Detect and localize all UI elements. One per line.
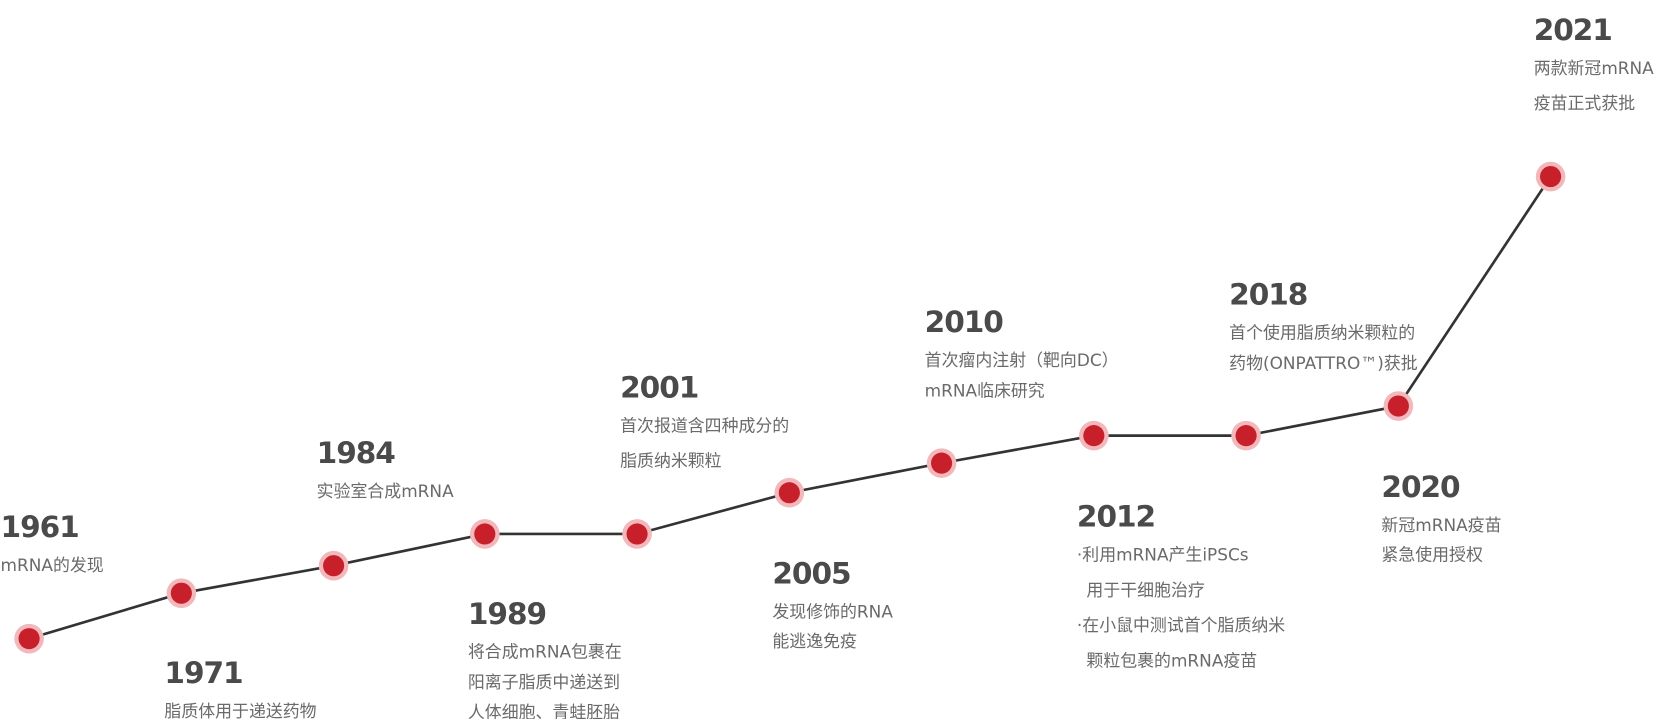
event-text: ·在小鼠中测试首个脂质纳米	[1077, 615, 1285, 635]
event-text: 紧急使用授权	[1381, 544, 1483, 564]
event-text: 人体细胞、青蛙胚胎	[468, 702, 620, 719]
dot	[474, 523, 496, 545]
event-text: 首个使用脂质纳米颗粒的	[1229, 322, 1415, 342]
event-year: 2020	[1381, 470, 1460, 504]
dot	[778, 482, 800, 504]
event-year: 1961	[1, 510, 79, 544]
dot	[1540, 166, 1562, 188]
event-year: 1971	[164, 656, 242, 690]
event-year: 1984	[317, 436, 396, 470]
dot	[626, 523, 648, 545]
event-text: 用于干细胞治疗	[1086, 580, 1204, 600]
event-text: 实验室合成mRNA	[317, 481, 454, 501]
dot	[323, 555, 345, 577]
event-text: ·利用mRNA产生iPSCs	[1077, 544, 1249, 564]
event-text: 新冠mRNA疫苗	[1381, 515, 1501, 535]
event-year: 2021	[1534, 13, 1612, 47]
event-year: 2012	[1077, 500, 1155, 534]
event-year: 2018	[1229, 278, 1307, 312]
dot	[931, 452, 953, 474]
dot	[1387, 395, 1409, 417]
event-text: 发现修饰的RNA	[772, 601, 893, 621]
dot	[1235, 425, 1257, 447]
event-text: 脂质体用于递送药物	[164, 701, 316, 719]
event-year: 2001	[620, 371, 698, 405]
event-year: 1989	[468, 597, 546, 631]
event-text: 疫苗正式获批	[1534, 93, 1636, 113]
event-text: 药物(ONPATTRO™)获批	[1229, 353, 1418, 373]
dot	[170, 582, 192, 604]
event-year: 2010	[925, 305, 1004, 339]
dot	[18, 628, 40, 650]
event-text: 将合成mRNA包裹在	[468, 642, 622, 662]
dot	[1083, 425, 1105, 447]
event-year: 2005	[772, 557, 850, 591]
event-text: mRNA的发现	[1, 555, 104, 575]
event-text: 脂质纳米颗粒	[620, 450, 722, 470]
event-text: 两款新冠mRNA	[1534, 58, 1654, 78]
event-text: mRNA临床研究	[925, 381, 1045, 401]
event-text: 首次报道含四种成分的	[620, 415, 789, 435]
event-text: 首次瘤内注射（靶向DC）	[925, 350, 1119, 370]
event-text: 颗粒包裹的mRNA疫苗	[1086, 651, 1257, 671]
event-text: 能逃逸免疫	[772, 631, 857, 651]
event-text: 阳离子脂质中递送到	[468, 672, 620, 692]
